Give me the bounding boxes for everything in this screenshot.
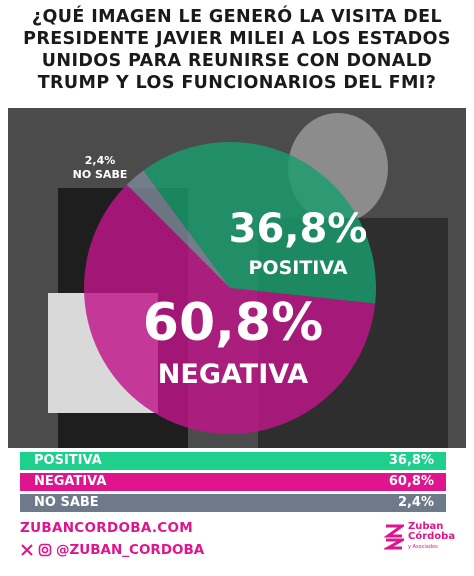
label-no-sabe-name: NO SABE	[73, 168, 128, 181]
chart-title: ¿QUÉ IMAGEN LE GENERÓ LA VISITA DEL PRES…	[8, 6, 466, 94]
title-line-2: PRESIDENTE JAVIER MILEI A LOS ESTADOS	[23, 29, 451, 49]
legend-row-no-sabe: NO SABE 2,4%	[20, 494, 446, 512]
label-no-sabe-value: 2,4%	[85, 154, 116, 167]
legend-label: NEGATIVA	[34, 474, 107, 489]
legend-row-negativa: NEGATIVA 60,8%	[20, 473, 446, 491]
legend-value: 36,8%	[388, 453, 434, 468]
slice-no-sabe	[126, 170, 230, 288]
legend-value: 2,4%	[397, 495, 434, 510]
label-positiva-name: POSITIVA	[249, 257, 348, 279]
logo-text: Zuban Córdoba	[408, 522, 455, 542]
background-photo: 2,4% NO SABE 36,8% POSITIVA 60,8% NEGATI…	[8, 108, 466, 448]
brand-logo: Zuban Córdoba y Asociados	[382, 522, 455, 554]
logo-line-2: Córdoba	[408, 531, 456, 542]
social-handle[interactable]: @ZUBAN_CORDOBA	[20, 540, 204, 560]
slice-negativa	[84, 184, 376, 434]
x-icon	[21, 544, 33, 556]
title-line-4: TRUMP Y LOS FUNCIONARIOS DEL FMI?	[37, 73, 437, 93]
pie-chart: 2,4% NO SABE 36,8% POSITIVA 60,8% NEGATI…	[8, 108, 466, 448]
instagram-icon	[38, 543, 52, 557]
title-line-1: ¿QUÉ IMAGEN LE GENERÓ LA VISITA DEL	[31, 7, 443, 27]
label-positiva-value: 36,8%	[229, 206, 368, 252]
title-line-3: UNIDOS PARA REUNIRSE CON DONALD	[41, 51, 433, 71]
legend-label: POSITIVA	[34, 453, 102, 468]
legend-row-positiva: POSITIVA 36,8%	[20, 452, 446, 470]
slice-positiva	[143, 142, 376, 304]
legend-value: 60,8%	[388, 474, 434, 489]
legend-label: NO SABE	[34, 495, 99, 510]
website-link[interactable]: ZUBANCORDOBA.COM	[20, 520, 193, 536]
logo-subtext: y Asociados	[408, 544, 438, 550]
social-handle-text: @ZUBAN_CORDOBA	[56, 542, 205, 558]
logo-line-1: Zuban	[408, 521, 444, 532]
label-negativa-name: NEGATIVA	[158, 359, 309, 390]
logo-mark-icon	[382, 524, 408, 550]
label-negativa-value: 60,8%	[143, 293, 323, 353]
